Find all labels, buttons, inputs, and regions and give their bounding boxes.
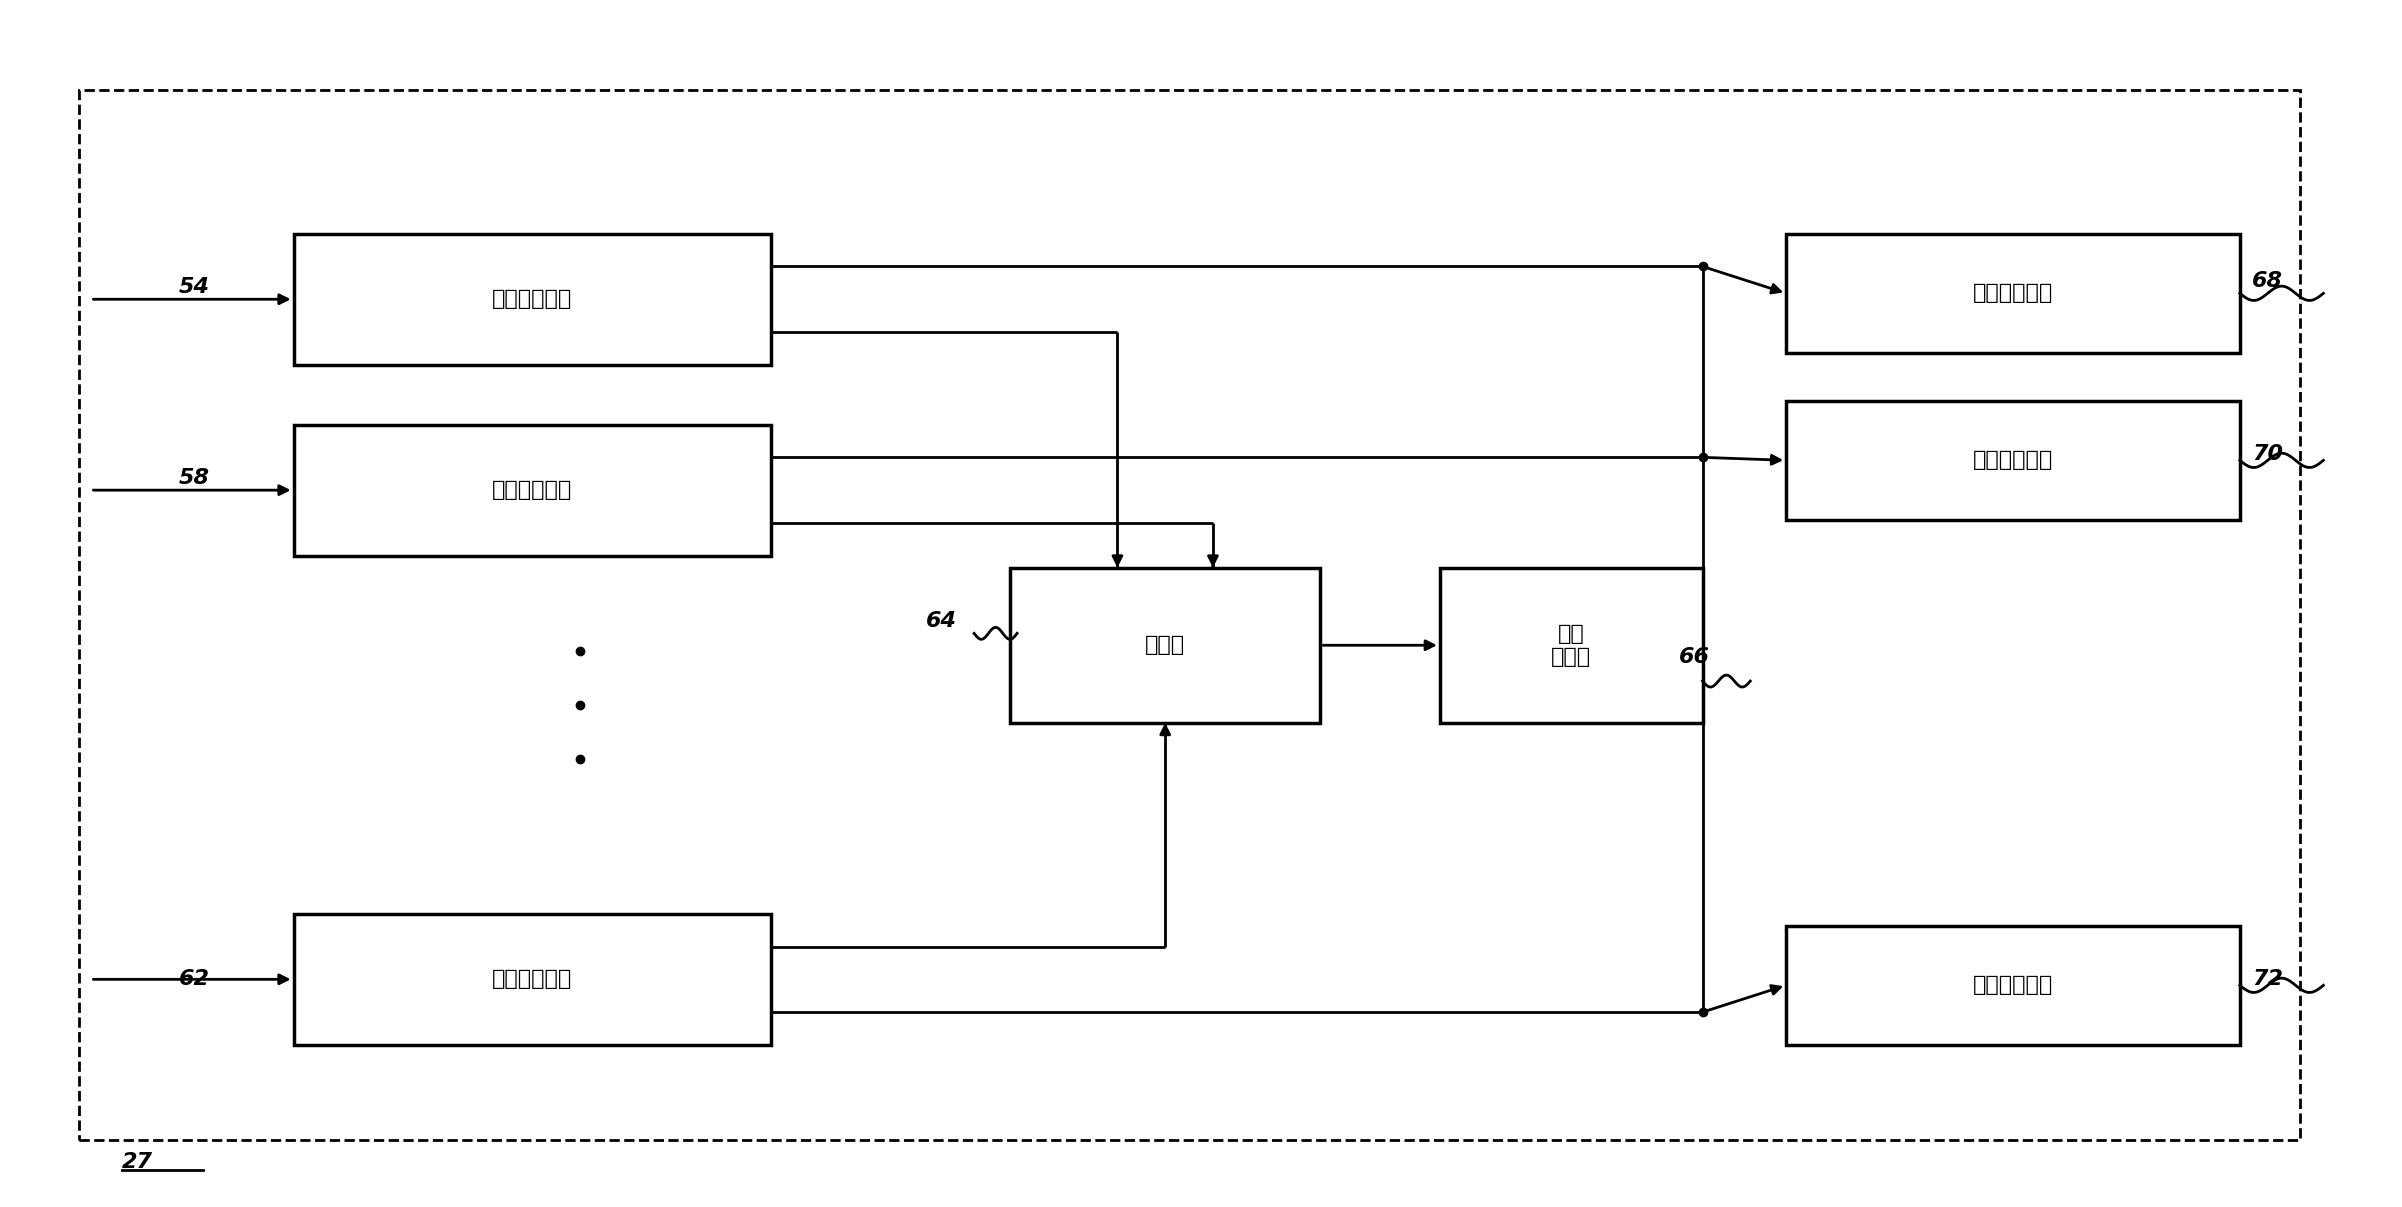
Text: 68: 68 [2251,272,2282,291]
Text: 64: 64 [927,612,958,631]
FancyBboxPatch shape [1439,567,1703,723]
Text: 加法器: 加法器 [1146,635,1184,655]
Text: 54: 54 [178,278,209,297]
Text: 66: 66 [1679,647,1710,667]
FancyBboxPatch shape [293,234,771,365]
FancyBboxPatch shape [1009,567,1321,723]
FancyBboxPatch shape [1787,234,2239,352]
FancyBboxPatch shape [293,425,771,555]
Text: 波束形成延迟: 波束形成延迟 [492,969,572,990]
Text: 波束形成延迟: 波束形成延迟 [492,480,572,500]
Text: 复数
滤波器: 复数 滤波器 [1552,624,1590,666]
Text: 相关器处理器: 相关器处理器 [1972,975,2054,996]
Text: 相关器处理器: 相关器处理器 [1972,284,2054,303]
Text: 27: 27 [123,1151,154,1172]
FancyBboxPatch shape [293,914,771,1045]
Text: 62: 62 [178,969,209,990]
FancyBboxPatch shape [1787,401,2239,520]
Text: 相关器处理器: 相关器处理器 [1972,450,2054,471]
Text: 72: 72 [2251,969,2282,990]
FancyBboxPatch shape [1787,926,2239,1045]
Text: 58: 58 [178,468,209,488]
Text: 70: 70 [2251,444,2282,465]
Text: 波束形成延迟: 波束形成延迟 [492,290,572,309]
